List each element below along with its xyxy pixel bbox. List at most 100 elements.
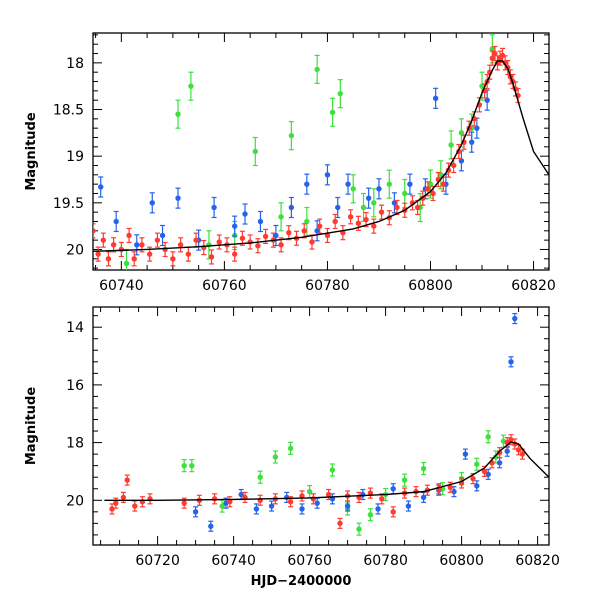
green-series-point <box>123 260 130 267</box>
blue-series-point <box>462 451 469 457</box>
blue-series-point <box>432 95 439 102</box>
red-series-point <box>139 242 145 248</box>
green-series-point <box>367 512 374 518</box>
red-series-point <box>113 500 119 506</box>
blue-series-point <box>474 125 480 131</box>
blue-series-point <box>345 181 351 187</box>
red-series-point <box>100 237 107 243</box>
blue-series-point <box>257 218 264 225</box>
green-series-point <box>188 83 194 89</box>
blue-series-point <box>273 232 279 239</box>
y-tick-label: 16 <box>66 378 84 394</box>
x-tick-label: 60720 <box>135 553 180 569</box>
green-series-point <box>371 200 377 206</box>
blue-series-point <box>508 359 514 365</box>
blue-series-point <box>405 503 412 509</box>
red-series-point <box>430 190 436 197</box>
red-series-point <box>255 243 261 249</box>
red-series-point <box>177 242 184 248</box>
red-series-point <box>481 468 488 475</box>
red-series-point <box>317 223 323 229</box>
red-series-point <box>301 228 307 234</box>
blue-series-point <box>314 228 320 234</box>
red-series-point <box>262 233 269 240</box>
green-series-point <box>272 454 279 460</box>
red-series-point <box>347 214 354 220</box>
red-series-point <box>118 246 125 253</box>
red-series-point <box>371 223 377 229</box>
green-series-point <box>458 130 465 136</box>
red-series-point <box>378 209 385 215</box>
red-series-point <box>440 181 447 187</box>
green-series-point <box>175 111 181 117</box>
green-series-point <box>350 186 356 192</box>
green-series-point <box>306 488 313 495</box>
blue-series-point <box>485 471 491 478</box>
green-series-point <box>257 474 263 480</box>
green-series-point <box>427 181 434 187</box>
red-series-point <box>470 475 476 482</box>
red-series-point <box>211 496 218 502</box>
x-tick-label: 60820 <box>511 278 556 294</box>
red-series-point <box>132 503 138 509</box>
red-series-point <box>227 499 233 505</box>
red-series-point <box>367 490 374 496</box>
red-series-point <box>162 246 168 253</box>
blue-series-point <box>335 204 341 211</box>
red-series-point <box>286 229 292 236</box>
blue-series-point <box>288 204 295 211</box>
blue-series-point <box>238 491 244 498</box>
red-series-point <box>278 242 284 248</box>
red-series-point <box>231 251 238 257</box>
blue-series-point <box>242 211 248 217</box>
red-series-point <box>332 218 338 225</box>
red-series-point <box>425 186 431 192</box>
y-tick-label: 18.5 <box>53 103 84 119</box>
red-series-point <box>508 437 514 443</box>
blue-series-point <box>314 500 320 506</box>
red-series-point <box>499 52 506 59</box>
green-series-point <box>401 477 408 483</box>
green-series-point <box>252 148 259 155</box>
red-series-point <box>355 220 362 227</box>
x-tick-label: 60800 <box>408 278 453 294</box>
red-series-point <box>337 520 343 527</box>
blue-series-point <box>113 218 119 225</box>
red-series-point <box>208 254 215 260</box>
red-series-point <box>447 484 453 491</box>
red-series-point <box>110 242 117 248</box>
x-tick-label: 60780 <box>363 553 408 569</box>
blue-series-point <box>375 506 381 512</box>
red-series-point <box>394 204 400 211</box>
red-series-point <box>193 237 199 243</box>
red-series-point <box>489 55 496 61</box>
green-series-point <box>479 83 485 89</box>
plot-frame <box>92 306 550 546</box>
red-series-point <box>299 493 305 499</box>
y-tick-label: 18 <box>66 56 84 72</box>
green-series-point <box>438 172 444 178</box>
blue-series-point <box>134 242 140 248</box>
red-series-point <box>95 251 101 257</box>
y-tick-label: 18 <box>66 436 84 452</box>
red-series-point <box>247 239 253 245</box>
blue-series-point <box>474 483 480 489</box>
plot-frame <box>92 32 550 271</box>
model-curve <box>104 441 549 501</box>
green-series-point <box>304 218 310 225</box>
red-series-point <box>324 232 331 239</box>
green-series-point <box>329 109 336 116</box>
green-series-point <box>288 132 295 139</box>
blue-series-point <box>420 494 427 501</box>
green-series-point <box>337 90 344 97</box>
x-tick-label: 60740 <box>211 553 256 569</box>
x-tick-label: 60800 <box>439 553 484 569</box>
y-axis-title: Magnitude <box>24 387 39 466</box>
red-series-point <box>239 235 246 241</box>
red-series-point <box>414 204 421 211</box>
blue-series-point <box>496 460 503 466</box>
green-series-point <box>287 445 294 452</box>
red-series-point <box>502 60 508 66</box>
green-series-point <box>402 190 408 197</box>
